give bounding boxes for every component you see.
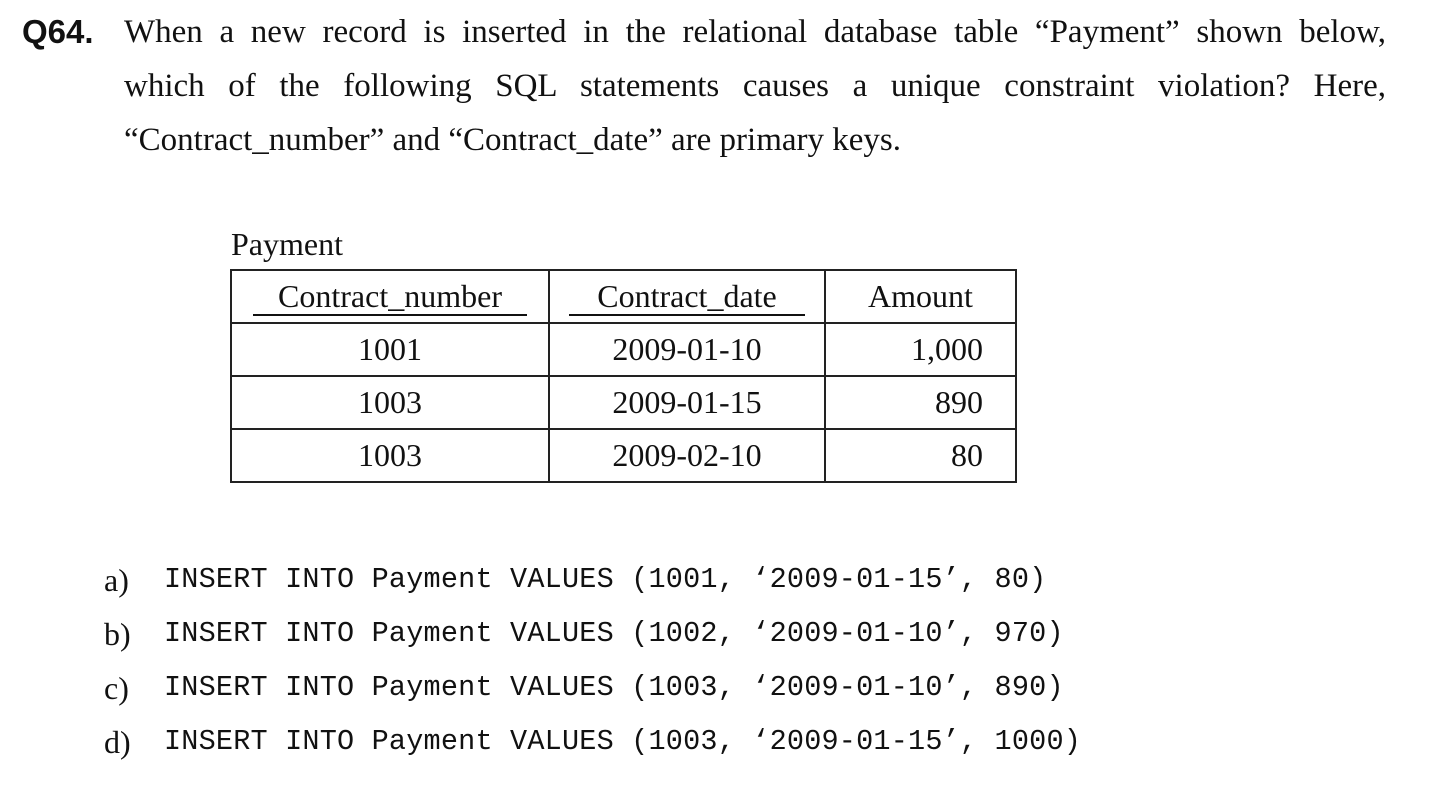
question-number: Q64. [22, 13, 94, 50]
primary-key-label: Contract_number [253, 278, 527, 316]
payment-table: Contract_number Contract_date Amount 100… [230, 269, 1017, 483]
table-row: 1003 2009-02-10 80 [230, 428, 1017, 483]
question-block: Q64. When a new record is inserted in th… [22, 10, 1422, 172]
table-header-row: Contract_number Contract_date Amount [230, 269, 1017, 324]
header-contract-number: Contract_number [230, 269, 550, 324]
question-text-line-3: “Contract_number” and “Contract_date” ar… [124, 122, 901, 158]
option-d: d) INSERT INTO Payment VALUES (1003, ‘200… [104, 718, 1081, 772]
option-sql: INSERT INTO Payment VALUES (1002, ‘2009-… [164, 617, 1064, 650]
table-row: 1001 2009-01-10 1,000 [230, 322, 1017, 377]
cell-contract-number: 1003 [230, 375, 550, 430]
question-text-line-2: which of the following SQL statements ca… [124, 68, 1386, 104]
cell-contract-number: 1003 [230, 428, 550, 483]
table-row: 1003 2009-01-15 890 [230, 375, 1017, 430]
option-b: b) INSERT INTO Payment VALUES (1002, ‘200… [104, 610, 1081, 664]
option-letter: b) [104, 616, 131, 652]
option-sql: INSERT INTO Payment VALUES (1001, ‘2009-… [164, 563, 1047, 596]
option-letter: d) [104, 724, 131, 760]
answer-options: a) INSERT INTO Payment VALUES (1001, ‘200… [104, 556, 1081, 772]
primary-key-label: Contract_date [569, 278, 805, 316]
header-amount: Amount [824, 269, 1017, 324]
cell-amount: 890 [824, 375, 1017, 430]
cell-contract-date: 2009-01-10 [548, 322, 826, 377]
question-line-3: “Contract_number” and “Contract_date” ar… [22, 118, 1422, 172]
cell-contract-date: 2009-02-10 [548, 428, 826, 483]
option-letter: c) [104, 670, 129, 706]
header-contract-date: Contract_date [548, 269, 826, 324]
table-caption: Payment [231, 226, 343, 262]
cell-contract-date: 2009-01-15 [548, 375, 826, 430]
option-letter: a) [104, 562, 129, 598]
question-text-line-1: When a new record is inserted in the rel… [124, 14, 1386, 50]
cell-amount: 1,000 [824, 322, 1017, 377]
option-sql: INSERT INTO Payment VALUES (1003, ‘2009-… [164, 725, 1082, 758]
option-a: a) INSERT INTO Payment VALUES (1001, ‘200… [104, 556, 1081, 610]
cell-amount: 80 [824, 428, 1017, 483]
option-sql: INSERT INTO Payment VALUES (1003, ‘2009-… [164, 671, 1064, 704]
question-line-1: Q64. When a new record is inserted in th… [22, 10, 1422, 64]
cell-contract-number: 1001 [230, 322, 550, 377]
option-c: c) INSERT INTO Payment VALUES (1003, ‘200… [104, 664, 1081, 718]
question-line-2: which of the following SQL statements ca… [22, 64, 1422, 118]
